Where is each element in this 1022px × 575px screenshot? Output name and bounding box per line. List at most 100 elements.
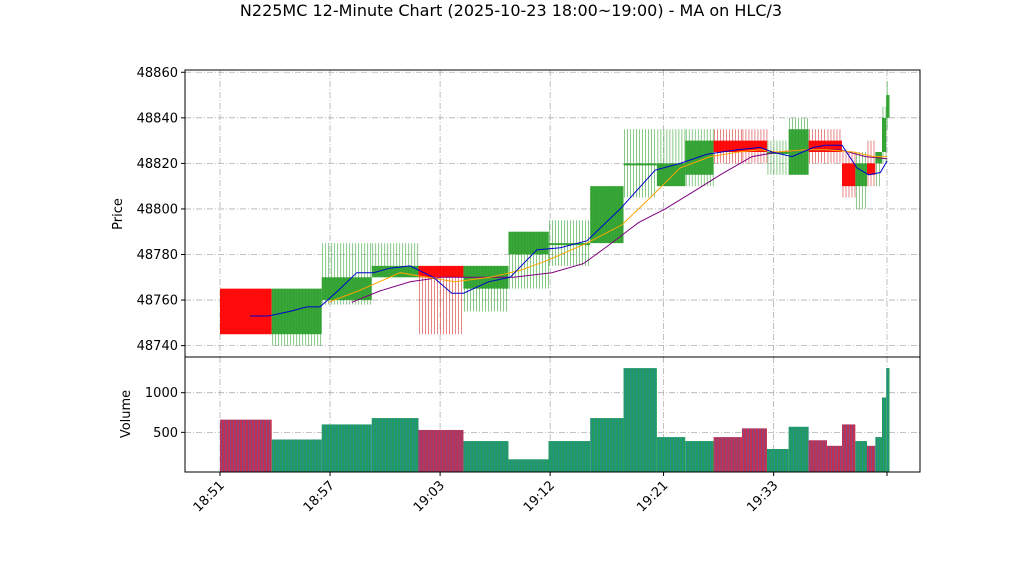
candle-body [371, 265, 419, 278]
candle-up [371, 243, 419, 278]
volume-bar-body [548, 441, 591, 472]
candle-body [685, 140, 714, 175]
volume-bar [271, 439, 322, 472]
candle-up [886, 81, 890, 130]
moving-average-lines [250, 144, 888, 317]
volume-bar-body [220, 419, 272, 472]
candle-body [788, 129, 809, 175]
volume-bar-body [855, 441, 867, 472]
candle-body [713, 140, 742, 152]
price-tick-label: 48840 [137, 111, 178, 126]
candle-up [766, 140, 789, 175]
candle-down [841, 152, 856, 198]
volume-bars [220, 368, 890, 472]
chart-title: N225MC 12-Minute Chart (2025-10-23 18:00… [240, 1, 782, 20]
candle-up [623, 129, 657, 198]
volume-bar-body [788, 426, 809, 472]
candle-body [271, 288, 322, 335]
candle-up [788, 117, 809, 175]
volume-bar [841, 424, 856, 472]
candle-up [271, 288, 322, 346]
volume-bar [875, 437, 882, 472]
candle-up [855, 152, 867, 209]
volume-bar-body [508, 459, 549, 472]
time-tick-label: 19:33 [744, 478, 781, 515]
time-axis-ticks: 18:51 18:57 19:03 19:12 19:21 19:33 [191, 472, 888, 515]
volume-bar [826, 445, 842, 472]
volume-bar-body [271, 439, 322, 472]
volume-bar [713, 437, 742, 472]
price-tick-label: 48760 [137, 294, 178, 309]
volume-bar [886, 368, 890, 472]
volume-axis-ticks: 500 1000 [145, 386, 185, 441]
time-tick-label: 19:12 [521, 478, 558, 515]
candle-body [548, 243, 591, 246]
candle-down [220, 288, 272, 335]
candle-body [881, 117, 887, 152]
volume-bar [808, 440, 827, 472]
candle-body [508, 231, 549, 255]
time-tick-label: 19:03 [411, 478, 448, 515]
candle-body [220, 288, 272, 335]
candle-up [875, 152, 882, 187]
price-axis-ticks: 48740 48760 48780 48800 48820 48840 48860 [137, 66, 185, 354]
volume-bar [463, 441, 509, 472]
volume-bar [881, 397, 887, 472]
candle-body [656, 163, 686, 187]
candle-up [656, 129, 686, 187]
volume-bar-body [875, 437, 882, 472]
volume-bar-body [321, 424, 372, 472]
volume-tick-label: 1000 [145, 386, 178, 401]
volume-bar-body [741, 428, 767, 472]
volume-bar [590, 418, 624, 472]
candle-body [866, 163, 876, 175]
candle-up [463, 265, 509, 312]
candle-body [826, 140, 842, 152]
candle-up [548, 220, 591, 266]
volume-bar [866, 445, 876, 472]
price-axis-label: Price [111, 198, 126, 230]
candle-body [590, 186, 624, 244]
volume-bar-body [866, 445, 876, 472]
price-tick-label: 48780 [137, 248, 178, 263]
volume-bar-body [881, 397, 887, 472]
volume-bar [685, 441, 714, 472]
volume-bar [508, 459, 549, 472]
time-tick-label: 18:51 [191, 478, 228, 515]
candle-down [826, 129, 842, 164]
volume-bar [371, 418, 419, 472]
volume-bar [220, 419, 272, 472]
volume-bar [766, 449, 789, 472]
candle-down [713, 129, 742, 164]
volume-bar-body [841, 424, 856, 472]
ma-fast-line [250, 144, 888, 317]
time-tick-label: 19:21 [634, 478, 671, 515]
candle-body [623, 163, 657, 166]
candle-body [886, 95, 890, 118]
candle-body [418, 265, 464, 278]
volume-bar [788, 426, 809, 472]
volume-bar [418, 429, 464, 472]
volume-bar [656, 437, 686, 472]
axes-frames [184, 69, 921, 473]
candle-up [881, 106, 887, 164]
price-tick-label: 48860 [137, 66, 178, 81]
candle-down [741, 129, 768, 164]
volume-bar-body [766, 449, 789, 472]
price-tick-label: 48740 [137, 339, 178, 354]
volume-bar [855, 441, 867, 472]
volume-panel-frame [184, 356, 921, 473]
volume-bar-body [808, 440, 827, 472]
candle-body [855, 163, 867, 187]
time-tick-label: 18:57 [301, 478, 338, 515]
volume-bar [321, 424, 372, 472]
candle-body [741, 140, 767, 152]
candle-up [590, 186, 624, 244]
volume-bar-body [371, 418, 419, 472]
price-tick-label: 48820 [137, 157, 178, 172]
volume-bar [741, 428, 767, 472]
volume-axis-label: Volume [119, 390, 134, 438]
candle-up [508, 231, 549, 289]
volume-bar [623, 368, 657, 472]
